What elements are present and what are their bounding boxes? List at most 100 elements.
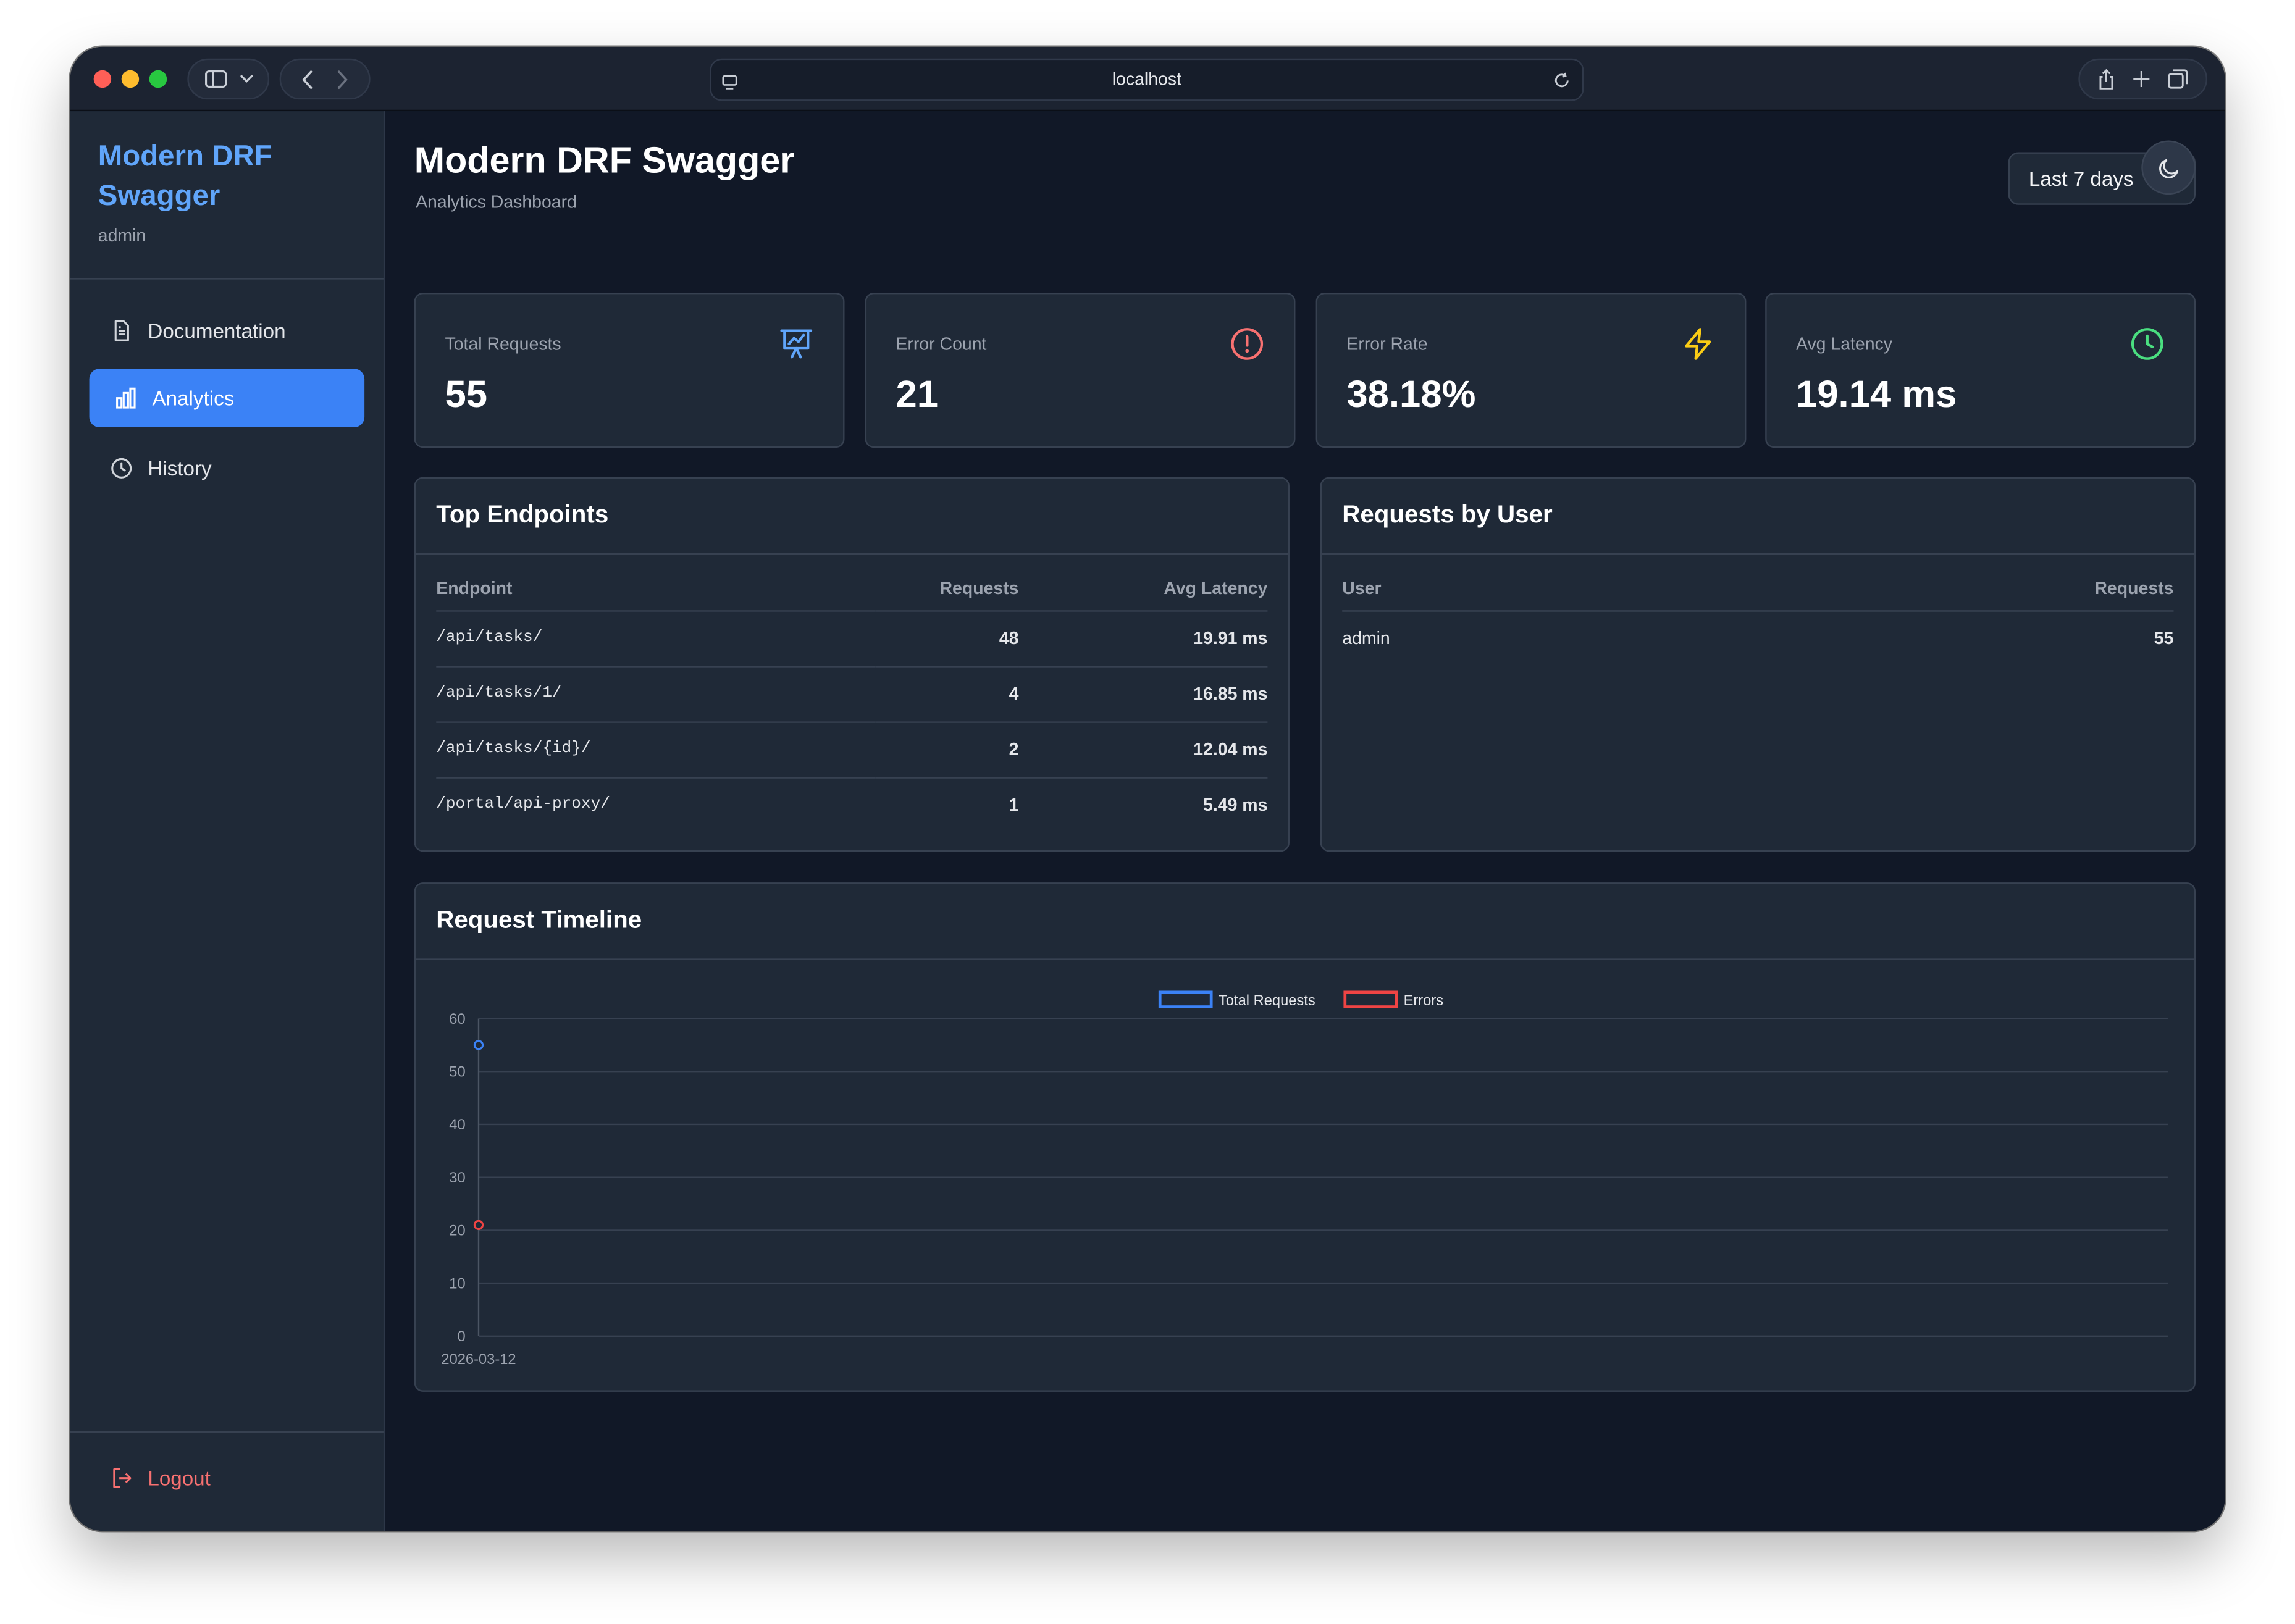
sidebar-toggle-group	[187, 58, 270, 100]
y-tick-label: 30	[449, 1170, 465, 1186]
latency-cell: 19.91 ms	[1018, 610, 1268, 667]
sidebar-toggle-icon[interactable]	[204, 70, 227, 88]
back-icon[interactable]	[301, 70, 313, 89]
column-header-endpoint: Endpoint	[436, 566, 876, 611]
latency-cell: 16.85 ms	[1018, 666, 1268, 722]
request-timeline-chart: 0 10 20 30 40 50 60 2026-03-12 Total Requests Err…	[441, 990, 2168, 1368]
page-title: Modern DRF Swagger	[414, 140, 795, 182]
y-tick-label: 0	[457, 1329, 465, 1345]
browser-toolbar: localhost	[70, 46, 2225, 112]
presentation-chart-icon	[780, 329, 813, 359]
theme-toggle-button[interactable]	[2141, 140, 2196, 195]
divider	[70, 1431, 384, 1433]
logout-label: Logout	[148, 1466, 211, 1490]
request-timeline-panel: Request Timeline 0 10 20 30 40 50 60 2026-03-12…	[414, 882, 2196, 1392]
alert-circle-icon	[1231, 328, 1264, 360]
stat-label: Avg Latency	[1795, 333, 1893, 354]
moon-icon	[2158, 158, 2178, 178]
endpoint-cell: /api/tasks/{id}/	[436, 721, 876, 778]
zoom-window-button[interactable]	[149, 70, 167, 88]
page-subtitle: Analytics Dashboard	[416, 191, 577, 212]
table-header-row: Endpoint Requests Avg Latency	[436, 566, 1268, 611]
sidebar: Modern DRF Swagger admin Documentation A…	[70, 111, 385, 1531]
requests-cell: 48	[875, 610, 1019, 667]
stat-value: 38.18%	[1346, 371, 1476, 416]
stat-card-total-requests: Total Requests 55	[414, 292, 845, 448]
sidebar-item-history[interactable]: History	[90, 439, 365, 498]
close-window-button[interactable]	[93, 70, 112, 88]
table-row: /api/tasks/{id}/ 2 12.04 ms	[436, 721, 1268, 778]
legend-label: Errors	[1404, 993, 1443, 1009]
top-endpoints-table: Endpoint Requests Avg Latency /api/tasks…	[436, 566, 1268, 832]
stat-card-error-count: Error Count 21	[865, 292, 1296, 448]
lightning-icon	[1685, 328, 1711, 360]
sidebar-item-analytics[interactable]: Analytics	[89, 369, 365, 428]
url-text: localhost	[1112, 69, 1182, 90]
user-cell: admin	[1342, 628, 1390, 649]
sidebar-item-label: Analytics	[152, 386, 235, 410]
endpoint-cell: /api/tasks/1/	[436, 666, 876, 722]
logout-button[interactable]: Logout	[110, 1467, 211, 1490]
divider	[416, 553, 1288, 555]
stat-value: 55	[445, 371, 488, 416]
endpoint-cell: /portal/api-proxy/	[436, 796, 610, 814]
chevron-down-icon[interactable]	[239, 75, 253, 83]
legend-swatch	[1343, 990, 1398, 1008]
x-tick-label: 2026-03-12	[441, 1352, 516, 1368]
top-endpoints-panel: Top Endpoints Endpoint Requests Avg Late…	[414, 477, 1290, 852]
stat-label: Error Rate	[1346, 333, 1428, 354]
requests-cell: 4	[875, 666, 1019, 722]
y-tick-label: 40	[449, 1117, 465, 1133]
column-header-requests: Requests	[1928, 566, 2174, 611]
main-content: Modern DRF Swagger Analytics Dashboard L…	[385, 111, 2225, 1531]
y-tick-label: 50	[449, 1065, 465, 1081]
y-tick-label: 20	[449, 1223, 465, 1239]
history-navigation	[279, 58, 371, 100]
legend-label: Total Requests	[1219, 993, 1315, 1009]
table-header-row: User Requests	[1342, 566, 2174, 611]
share-icon[interactable]	[2097, 68, 2115, 90]
forward-icon[interactable]	[337, 70, 348, 89]
sidebar-item-label: History	[148, 456, 212, 480]
minimize-window-button[interactable]	[121, 70, 140, 88]
data-point	[473, 1040, 484, 1050]
panel-title: Requests by User	[1342, 500, 1553, 529]
table-row: /portal/api-proxy/ 1 5.49 ms	[436, 777, 1267, 832]
requests-by-user-table: User Requests admin 55	[1342, 566, 2174, 666]
logout-icon	[113, 1468, 132, 1488]
app-brand[interactable]: Modern DRF Swagger	[98, 140, 272, 212]
latency-cell: 5.49 ms	[1203, 795, 1268, 816]
site-settings-icon[interactable]	[721, 72, 737, 98]
divider	[70, 278, 384, 280]
panel-title: Request Timeline	[436, 906, 642, 934]
column-header-user: User	[1342, 566, 1928, 611]
browser-window: localhost Modern DRF Swagger admin	[70, 46, 2225, 1531]
endpoint-cell: /api/tasks/	[436, 610, 876, 667]
divider	[416, 958, 2194, 960]
y-tick-label: 60	[449, 1011, 465, 1028]
y-tick-label: 10	[449, 1276, 465, 1292]
new-tab-icon[interactable]	[2133, 70, 2150, 88]
current-user: admin	[98, 225, 146, 246]
sidebar-item-label: Documentation	[148, 319, 286, 343]
clock-icon	[110, 456, 133, 480]
reload-icon[interactable]	[1553, 70, 1571, 97]
bar-chart-icon	[114, 387, 138, 410]
panel-title: Top Endpoints	[436, 500, 609, 529]
column-header-avg-latency: Avg Latency	[1018, 566, 1268, 611]
tab-overview-icon[interactable]	[2168, 69, 2188, 89]
stat-value: 19.14 ms	[1795, 371, 1957, 416]
table-row: /api/tasks/1/ 4 16.85 ms	[436, 666, 1268, 722]
stat-value: 21	[896, 371, 938, 416]
requests-by-user-panel: Requests by User User Requests admin 55	[1320, 477, 2196, 852]
requests-cell: 1	[1009, 795, 1019, 816]
address-bar[interactable]: localhost	[710, 58, 1584, 101]
stat-card-error-rate: Error Rate 38.18%	[1315, 292, 1747, 448]
column-header-requests: Requests	[875, 566, 1019, 611]
stat-label: Total Requests	[445, 333, 561, 354]
sidebar-item-documentation[interactable]: Documentation	[90, 301, 365, 360]
stat-label: Error Count	[896, 333, 987, 354]
data-point	[473, 1220, 484, 1230]
document-icon	[110, 319, 133, 343]
requests-cell: 55	[2154, 628, 2174, 649]
